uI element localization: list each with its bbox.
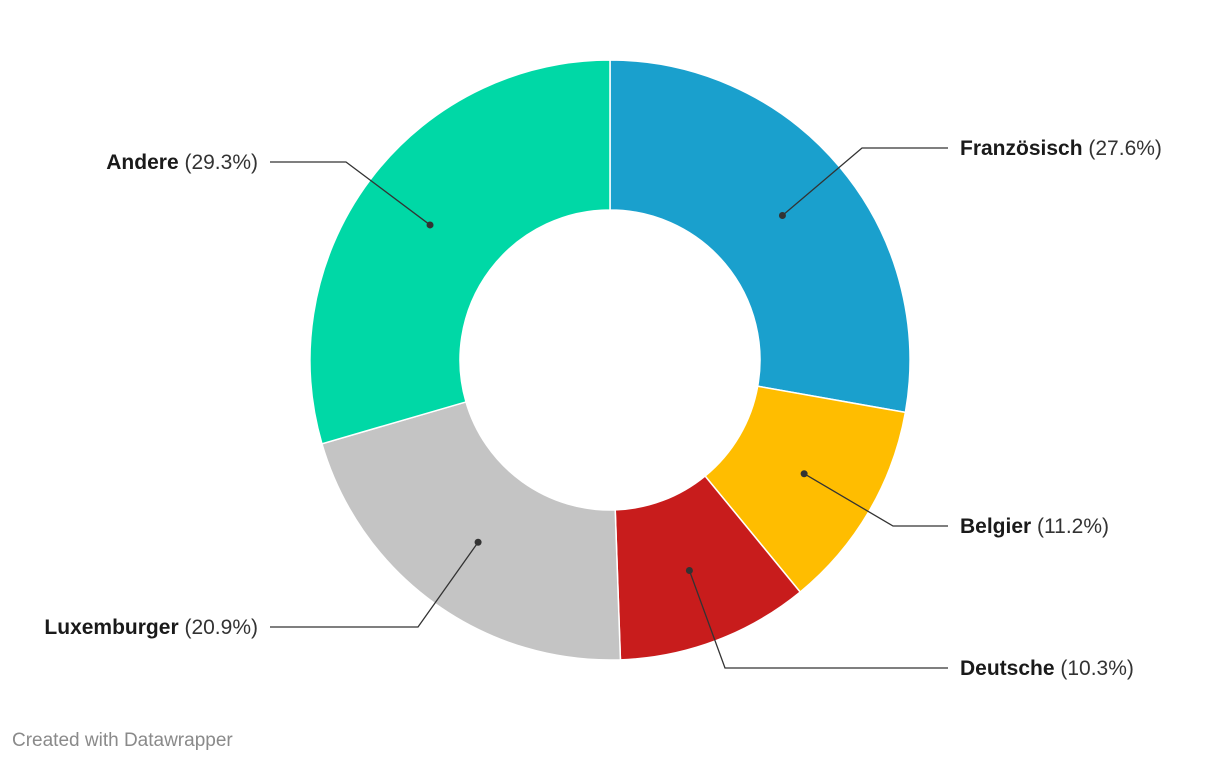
- leader-dot-belgier: [800, 470, 808, 478]
- label-value: (10.3%): [1055, 657, 1134, 680]
- leader-line-luxemburger: [270, 541, 479, 628]
- label-name: Französisch: [960, 137, 1083, 160]
- label-value: (11.2%): [1031, 515, 1109, 538]
- label-name: Andere: [106, 151, 178, 174]
- leader-line-andere: [270, 161, 431, 226]
- leader-dot-französisch: [778, 211, 786, 219]
- label-luxemburger: Luxemburger (20.9%): [44, 616, 258, 639]
- leader-line-belgier: [803, 473, 948, 527]
- label-französisch: Französisch (27.6%): [960, 137, 1162, 160]
- label-deutsche: Deutsche (10.3%): [960, 657, 1134, 680]
- slice-französisch: [609, 59, 911, 414]
- label-name: Belgier: [960, 515, 1031, 538]
- label-value: (20.9%): [179, 616, 258, 639]
- leader-dot-andere: [426, 221, 434, 229]
- slice-luxemburger: [321, 400, 622, 661]
- leader-dot-luxemburger: [474, 538, 482, 546]
- slice-andere: [309, 59, 611, 445]
- label-value: (27.6%): [1083, 137, 1162, 160]
- leader-line-französisch: [782, 147, 948, 216]
- label-name: Luxemburger: [44, 616, 178, 639]
- labels: Französisch (27.6%) Belgier (11.2%) Deutsc…: [44, 137, 1162, 680]
- label-belgier: Belgier (11.2%): [960, 515, 1109, 538]
- footer-credit: Created with Datawrapper: [12, 730, 233, 751]
- label-name: Deutsche: [960, 657, 1055, 680]
- slices: [309, 59, 911, 661]
- label-value: (29.3%): [179, 151, 258, 174]
- label-andere: Andere (29.3%): [106, 151, 258, 174]
- leader-dot-deutsche: [685, 567, 693, 575]
- leader-line-deutsche: [688, 570, 948, 669]
